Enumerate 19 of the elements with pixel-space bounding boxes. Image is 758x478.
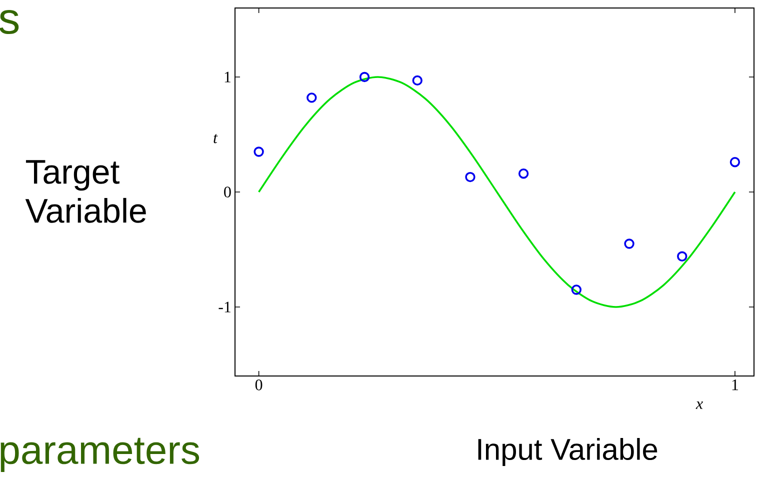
point	[624, 238, 634, 249]
point	[465, 172, 476, 182]
y-axis-title: t	[214, 134, 218, 144]
y-tick-label: 0	[224, 186, 231, 198]
text: parameters	[0, 438, 200, 472]
point	[306, 92, 317, 103]
point	[677, 251, 688, 262]
y-tick-label: -1	[218, 302, 231, 312]
x-axis-title: x	[696, 402, 703, 409]
text: Target Variable	[25, 160, 146, 223]
point	[730, 156, 740, 168]
line-series	[258, 76, 736, 308]
point	[571, 284, 582, 295]
y-tick-label: 1	[224, 72, 231, 82]
point	[518, 168, 529, 179]
point	[412, 75, 422, 86]
point	[359, 72, 370, 82]
point	[254, 146, 264, 157]
text: Input Variable	[478, 438, 658, 466]
